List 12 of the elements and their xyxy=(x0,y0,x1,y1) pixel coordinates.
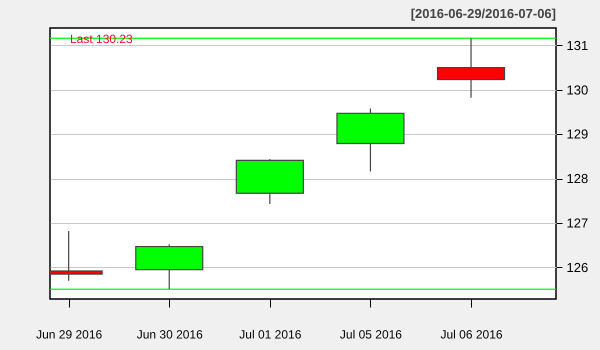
x-tick-label: Jun 29 2016 xyxy=(36,328,103,342)
chart-subtitle: [2016-06-29/2016-07-06] xyxy=(410,6,556,21)
x-tick-label: Jun 30 2016 xyxy=(136,328,204,342)
y-tick-label: 127 xyxy=(566,216,588,231)
x-tick-label: Jul 06 2016 xyxy=(440,328,503,342)
y-tick-label: 128 xyxy=(566,171,588,186)
y-tick-label: 126 xyxy=(566,260,588,275)
x-tick-label: Jul 05 2016 xyxy=(340,328,402,342)
x-tick-label: Jul 01 2016 xyxy=(239,328,302,342)
y-tick-label: 129 xyxy=(566,126,588,142)
y-tick-label: 130 xyxy=(566,82,588,98)
y-tick-label: 131 xyxy=(566,38,588,53)
